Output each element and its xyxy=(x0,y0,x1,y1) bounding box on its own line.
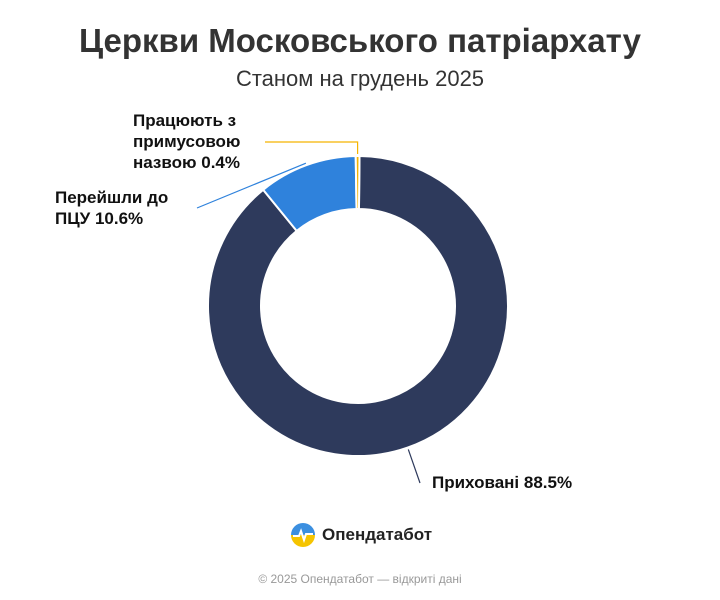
chart-title: Церкви Московського патріархату xyxy=(79,22,641,59)
donut-segment xyxy=(354,155,361,211)
donut-segment xyxy=(207,154,509,457)
leader-line xyxy=(265,141,359,155)
leader-line xyxy=(196,162,307,209)
logo-icon xyxy=(291,523,315,547)
chart-subtitle: Станом на грудень 2025 xyxy=(235,66,485,91)
data-label: Працюють з примусовою назвою 0.4% xyxy=(133,110,263,173)
category-label: Працюють з примусовою назвою xyxy=(133,111,241,172)
data-label: Перейшли до ПЦУ 10.6% xyxy=(55,187,195,229)
category-label: Перейшли до ПЦУ xyxy=(55,188,169,228)
logo: Опендатабот xyxy=(290,522,432,548)
data-label: Приховані 88.5% xyxy=(432,472,572,493)
footer: © 2025 Опендатабот — відкриті дані xyxy=(258,572,462,586)
value-label: 0.4% xyxy=(201,153,240,172)
value-label: 88.5% xyxy=(523,473,573,492)
logo-text: Опендатабот xyxy=(322,525,433,544)
value-label: 10.6% xyxy=(94,209,144,228)
leader-line xyxy=(407,449,421,484)
category-label: Приховані xyxy=(432,473,520,492)
